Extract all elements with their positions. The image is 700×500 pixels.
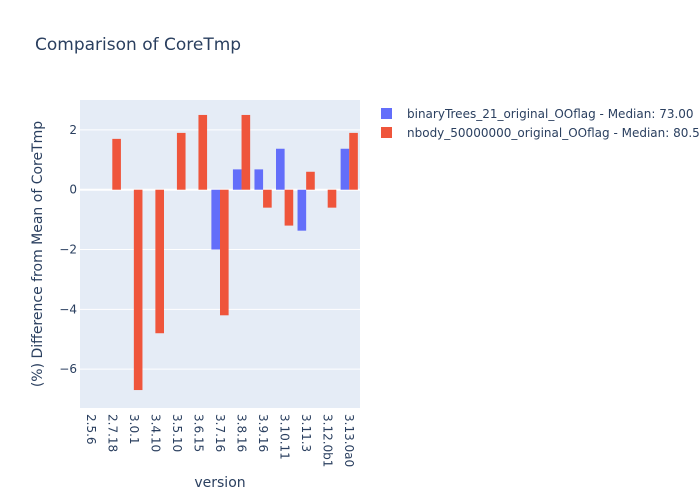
x-axis-title: version: [194, 475, 245, 491]
bar[interactable]: [155, 189, 164, 334]
bar[interactable]: [254, 169, 264, 190]
legend-label-binarytrees: binaryTrees_21_original_OOflag - Median:…: [407, 107, 694, 121]
chart-title: Comparison of CoreTmp: [35, 35, 241, 55]
bar[interactable]: [327, 189, 337, 208]
legend: binaryTrees_21_original_OOflag - Median:…: [381, 107, 700, 140]
x-tick-label: 2.5.6: [84, 414, 98, 445]
bar[interactable]: [241, 114, 251, 190]
bar[interactable]: [198, 114, 208, 190]
x-tick-label: 2.7.18: [105, 414, 119, 452]
legend-swatch-binarytrees: [381, 108, 392, 119]
x-tick-label: 3.11.3: [299, 414, 313, 452]
x-tick-label: 3.5.10: [170, 414, 184, 452]
bar[interactable]: [176, 132, 186, 190]
x-tick-label: 3.12.0b1: [321, 414, 335, 467]
bars: [112, 114, 358, 391]
bar[interactable]: [232, 169, 242, 190]
y-tick-label: −6: [59, 362, 77, 376]
bar[interactable]: [133, 189, 143, 391]
y-tick-label: 0: [69, 183, 77, 197]
x-tick-label: 3.9.16: [256, 414, 270, 452]
legend-label-nbody: nbody_50000000_original_OOflag - Median:…: [407, 126, 700, 140]
bar[interactable]: [112, 138, 121, 190]
x-tick-label: 3.13.0a0: [342, 414, 356, 467]
bar[interactable]: [276, 148, 285, 190]
legend-item-nbody[interactable]: nbody_50000000_original_OOflag - Median:…: [381, 126, 700, 140]
x-tick-labels: 2.5.6 2.7.18 3.0.1 3.4.10 3.5.10 3.6.15 3.7.16…: [84, 414, 356, 467]
x-tick-label: 3.7.16: [213, 414, 227, 452]
bar[interactable]: [211, 189, 220, 250]
legend-swatch-nbody: [381, 127, 392, 138]
y-tick-labels: −6 −4 −2 0 2: [59, 123, 77, 376]
bar[interactable]: [306, 171, 315, 190]
y-tick-label: −2: [59, 243, 77, 257]
y-tick-label: 2: [69, 123, 77, 137]
bar[interactable]: [220, 189, 229, 316]
bar[interactable]: [263, 189, 272, 208]
y-tick-label: −4: [59, 302, 77, 316]
bar[interactable]: [340, 148, 350, 190]
x-tick-label: 3.0.1: [127, 414, 141, 445]
bar[interactable]: [349, 132, 358, 190]
x-tick-label: 3.6.15: [191, 414, 205, 452]
x-tick-label: 3.4.10: [148, 414, 162, 452]
bar[interactable]: [284, 189, 294, 226]
legend-item-binarytrees[interactable]: binaryTrees_21_original_OOflag - Median:…: [381, 107, 694, 121]
x-tick-label: 3.8.16: [235, 414, 249, 452]
bar[interactable]: [297, 189, 307, 231]
y-axis-title: (%) Difference from Mean of CoreTmp: [30, 121, 46, 387]
x-tick-label: 3.10.11: [278, 414, 292, 460]
